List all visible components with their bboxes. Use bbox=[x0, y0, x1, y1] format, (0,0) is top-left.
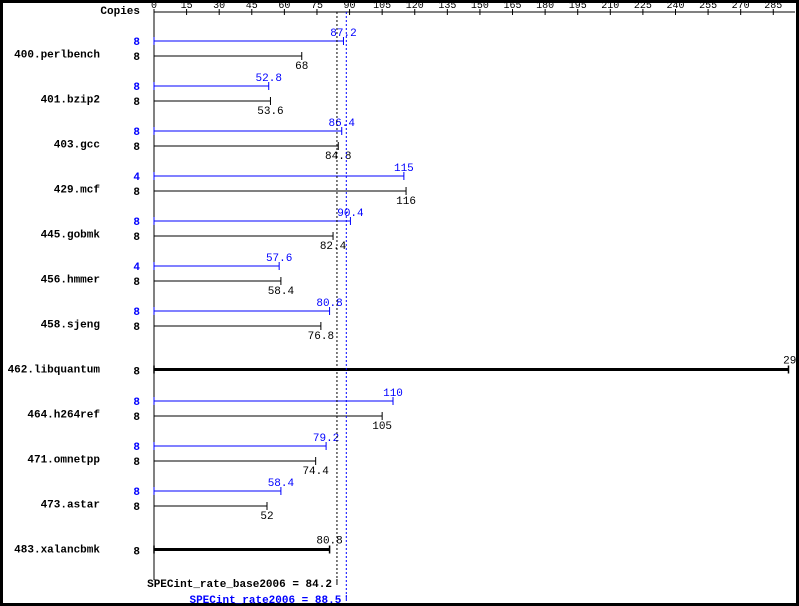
copies-base: 8 bbox=[133, 367, 140, 379]
base-value-label: 76.8 bbox=[308, 331, 334, 343]
copies-peak: 4 bbox=[133, 262, 140, 274]
copies-base: 8 bbox=[133, 142, 140, 154]
chart-border bbox=[2, 2, 798, 605]
x-tick-label: 90 bbox=[344, 1, 356, 12]
x-tick-label: 165 bbox=[504, 1, 522, 12]
x-tick-label: 30 bbox=[213, 1, 225, 12]
base-value-label: 68 bbox=[295, 61, 308, 73]
copies-peak: 8 bbox=[133, 37, 140, 49]
x-tick-label: 240 bbox=[666, 1, 684, 12]
copies-base: 8 bbox=[133, 457, 140, 469]
peak-value-label: 86.4 bbox=[329, 118, 356, 130]
peak-value-label: 79.2 bbox=[313, 433, 339, 445]
x-tick-label: 150 bbox=[471, 1, 489, 12]
benchmark-label: 462.libquantum bbox=[8, 365, 101, 377]
x-tick-label: 255 bbox=[699, 1, 717, 12]
base-value-label: 84.8 bbox=[325, 151, 351, 163]
peak-value-label: 58.4 bbox=[268, 478, 295, 490]
copies-base: 8 bbox=[133, 277, 140, 289]
x-tick-label: 195 bbox=[569, 1, 587, 12]
copies-base: 8 bbox=[133, 322, 140, 334]
copies-base: 8 bbox=[133, 412, 140, 424]
base-value-label: 80.8 bbox=[316, 536, 342, 548]
copies-peak: 8 bbox=[133, 307, 140, 319]
summary-peak-label: SPECint_rate2006 = 88.5 bbox=[189, 595, 341, 606]
benchmark-label: 400.perlbench bbox=[14, 50, 100, 62]
benchmark-label: 445.gobmk bbox=[41, 230, 101, 242]
copies-peak: 8 bbox=[133, 397, 140, 409]
summary-base-label: SPECint_rate_base2006 = 84.2 bbox=[147, 579, 332, 591]
peak-value-label: 57.6 bbox=[266, 253, 292, 265]
x-tick-label: 270 bbox=[732, 1, 750, 12]
x-tick-label: 75 bbox=[311, 1, 323, 12]
x-tick-label: 45 bbox=[246, 1, 258, 12]
copies-base: 8 bbox=[133, 187, 140, 199]
base-value-label: 116 bbox=[396, 196, 416, 208]
copies-peak: 4 bbox=[133, 172, 140, 184]
copies-base: 8 bbox=[133, 547, 140, 559]
benchmark-label: 429.mcf bbox=[54, 185, 101, 197]
copies-header: Copies bbox=[100, 6, 140, 18]
x-tick-label: 0 bbox=[151, 1, 157, 12]
benchmark-label: 483.xalancbmk bbox=[14, 545, 100, 557]
x-tick-label: 285 bbox=[764, 1, 782, 12]
peak-value-label: 80.8 bbox=[316, 298, 342, 310]
copies-peak: 8 bbox=[133, 127, 140, 139]
base-value-label: 74.4 bbox=[302, 466, 329, 478]
spec-chart: Copies 0 15 30 45 60 75 90 105 120 135 150 165 180 195… bbox=[0, 0, 799, 606]
x-tick-label: 210 bbox=[601, 1, 619, 12]
benchmark-label: 473.astar bbox=[41, 500, 100, 512]
base-value-label: 58.4 bbox=[268, 286, 295, 298]
benchmark-label: 464.h264ref bbox=[27, 410, 100, 422]
copies-base: 8 bbox=[133, 502, 140, 514]
x-tick-label: 225 bbox=[634, 1, 652, 12]
benchmark-label: 471.omnetpp bbox=[27, 455, 100, 467]
base-value-label: 292 bbox=[783, 356, 799, 368]
x-tick-label: 15 bbox=[181, 1, 193, 12]
x-tick-label: 135 bbox=[438, 1, 456, 12]
copies-base: 8 bbox=[133, 97, 140, 109]
base-value-label: 105 bbox=[372, 421, 392, 433]
benchmark-label: 401.bzip2 bbox=[41, 95, 100, 107]
base-value-label: 82.4 bbox=[320, 241, 347, 253]
x-tick-label: 180 bbox=[536, 1, 554, 12]
benchmark-label: 458.sjeng bbox=[41, 320, 100, 332]
x-tick-label: 120 bbox=[406, 1, 424, 12]
base-value-label: 52 bbox=[260, 511, 273, 523]
peak-value-label: 87.2 bbox=[330, 28, 356, 40]
benchmark-label: 456.hmmer bbox=[41, 275, 100, 287]
peak-value-label: 110 bbox=[383, 388, 403, 400]
copies-peak: 8 bbox=[133, 82, 140, 94]
peak-value-label: 52.8 bbox=[256, 73, 282, 85]
benchmark-label: 403.gcc bbox=[54, 140, 100, 152]
x-tick-label: 105 bbox=[373, 1, 391, 12]
x-tick-label: 60 bbox=[278, 1, 290, 12]
copies-base: 8 bbox=[133, 52, 140, 64]
copies-peak: 8 bbox=[133, 487, 140, 499]
copies-peak: 8 bbox=[133, 442, 140, 454]
base-value-label: 53.6 bbox=[257, 106, 283, 118]
peak-value-label: 90.4 bbox=[337, 208, 364, 220]
copies-peak: 8 bbox=[133, 217, 140, 229]
peak-value-label: 115 bbox=[394, 163, 414, 175]
copies-base: 8 bbox=[133, 232, 140, 244]
